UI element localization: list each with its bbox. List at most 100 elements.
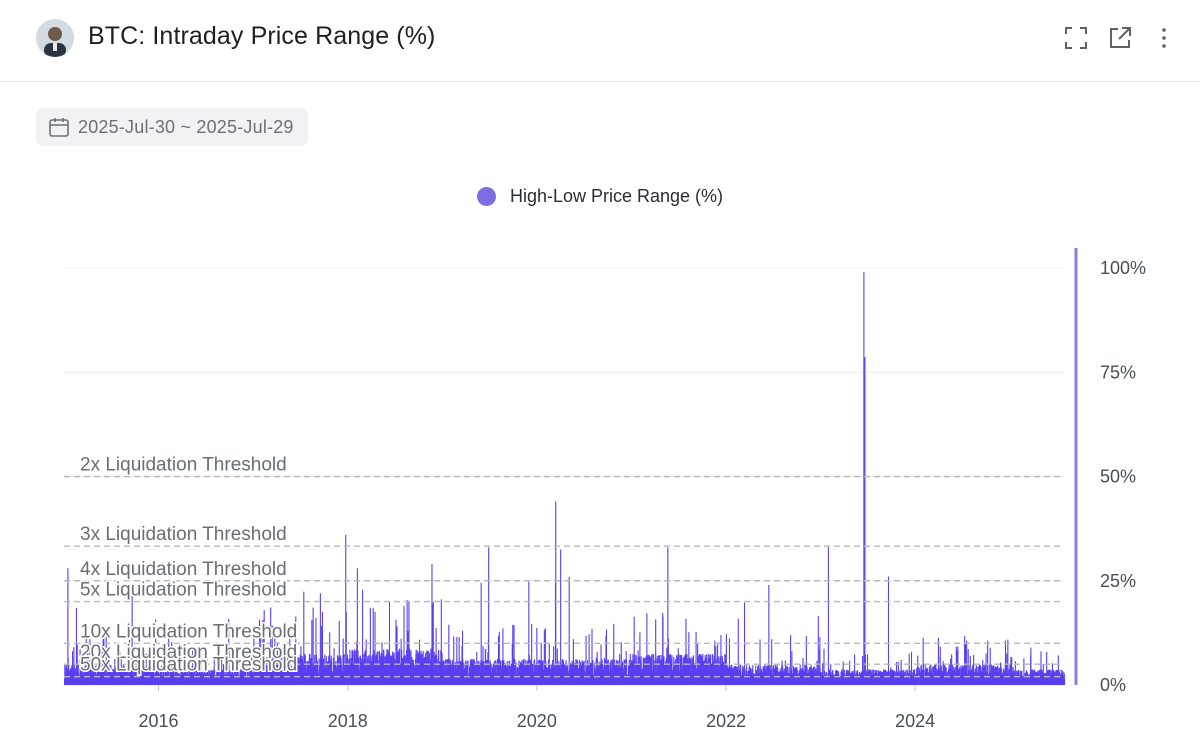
chart-bar[interactable]: [448, 624, 450, 685]
chart-bar[interactable]: [695, 631, 697, 685]
chart-bar[interactable]: [735, 666, 737, 685]
chart-bar[interactable]: [67, 568, 69, 685]
chart-bar[interactable]: [528, 581, 530, 685]
chart-bar[interactable]: [864, 356, 866, 685]
chart-bar[interactable]: [1040, 651, 1042, 685]
chart-bar[interactable]: [200, 652, 202, 685]
chart-bar[interactable]: [249, 670, 252, 685]
chart-bar[interactable]: [790, 635, 792, 685]
chart-bar[interactable]: [572, 663, 574, 685]
chart-bar[interactable]: [85, 638, 87, 685]
chart-bar[interactable]: [588, 634, 590, 685]
chart-bar[interactable]: [1054, 671, 1056, 685]
chart-bar[interactable]: [1025, 670, 1028, 685]
chart-bar[interactable]: [480, 582, 482, 685]
chart-bar[interactable]: [637, 650, 639, 685]
chart-bar[interactable]: [345, 612, 347, 685]
chart-bar[interactable]: [910, 651, 913, 685]
chart-bar[interactable]: [329, 632, 331, 685]
chart-bar[interactable]: [680, 655, 682, 685]
chart-bar[interactable]: [171, 641, 173, 685]
chart-bar[interactable]: [262, 620, 264, 685]
chart-bar[interactable]: [170, 659, 172, 685]
chart-bar[interactable]: [312, 607, 314, 685]
chart-bar[interactable]: [247, 670, 249, 685]
chart-bar[interactable]: [513, 625, 515, 685]
chart-bar[interactable]: [965, 645, 967, 685]
chart-bar[interactable]: [555, 501, 557, 685]
chart-bar[interactable]: [1023, 658, 1025, 685]
chart-bar[interactable]: [822, 663, 824, 685]
expand-icon[interactable]: [1062, 24, 1090, 52]
chart-bar[interactable]: [671, 655, 673, 685]
chart-bar[interactable]: [1064, 679, 1066, 685]
chart-bar[interactable]: [568, 577, 570, 685]
chart-bar[interactable]: [497, 635, 500, 685]
chart-bar[interactable]: [655, 619, 657, 685]
chart-bar[interactable]: [236, 655, 239, 685]
chart-bar[interactable]: [771, 639, 773, 685]
chart-bar[interactable]: [1046, 651, 1048, 685]
chart-bar[interactable]: [140, 664, 142, 685]
chart-bar[interactable]: [973, 654, 975, 685]
chart-bar[interactable]: [662, 616, 664, 685]
chart-bar[interactable]: [321, 625, 323, 685]
chart-bar[interactable]: [854, 654, 856, 685]
chart-bar[interactable]: [345, 534, 347, 685]
chart-bar[interactable]: [502, 628, 504, 685]
chart-bar[interactable]: [90, 665, 92, 685]
chart-bar[interactable]: [582, 661, 584, 685]
chart-bar[interactable]: [805, 636, 807, 685]
chart-bar[interactable]: [378, 651, 380, 685]
chart-bar[interactable]: [823, 648, 825, 685]
chart-bar[interactable]: [982, 659, 984, 685]
chart-bar[interactable]: [728, 638, 731, 685]
chart-bar[interactable]: [270, 607, 272, 685]
chart-bar[interactable]: [289, 638, 291, 685]
chart-bar[interactable]: [740, 666, 742, 685]
chart-bar[interactable]: [720, 635, 722, 685]
chart-bar[interactable]: [759, 639, 761, 685]
legend-label[interactable]: High-Low Price Range (%): [509, 186, 724, 206]
legend-marker[interactable]: [476, 187, 496, 206]
avatar[interactable]: [36, 19, 74, 57]
chart-bar[interactable]: [601, 659, 603, 685]
chart-bar[interactable]: [485, 649, 487, 685]
chart-bar[interactable]: [714, 640, 716, 685]
chart-bar[interactable]: [1004, 640, 1007, 685]
chart-bar[interactable]: [531, 623, 533, 685]
chart-bar[interactable]: [580, 662, 582, 685]
chart-bar[interactable]: [957, 646, 959, 685]
chart-bar[interactable]: [395, 619, 397, 685]
chart-bar[interactable]: [791, 651, 793, 685]
chart-bar[interactable]: [922, 637, 924, 685]
chart-bar[interactable]: [461, 630, 464, 685]
chart-bar[interactable]: [866, 654, 869, 685]
chart-bar[interactable]: [528, 654, 530, 685]
chart-bar[interactable]: [651, 654, 653, 685]
chart-bar[interactable]: [592, 660, 594, 685]
chart-bar[interactable]: [213, 656, 215, 685]
chart-bar[interactable]: [245, 647, 247, 685]
chart-bar[interactable]: [827, 546, 829, 685]
chart-bar[interactable]: [646, 613, 648, 685]
chart-bar[interactable]: [369, 607, 371, 685]
chart-bar[interactable]: [950, 658, 952, 685]
chart-bar[interactable]: [228, 648, 230, 685]
chart-bar[interactable]: [752, 665, 754, 685]
chart-bar[interactable]: [79, 646, 81, 685]
chart-bar[interactable]: [955, 646, 957, 685]
chart-bar[interactable]: [605, 629, 608, 685]
chart-bar[interactable]: [966, 640, 968, 685]
chart-bar[interactable]: [737, 618, 739, 685]
chart-bar[interactable]: [1006, 653, 1008, 685]
chart-bar[interactable]: [206, 651, 208, 685]
chart-bar[interactable]: [908, 653, 910, 685]
chart-bar[interactable]: [562, 661, 565, 685]
chart-bar[interactable]: [131, 593, 133, 685]
chart-bar[interactable]: [374, 611, 376, 685]
chart-bar[interactable]: [989, 647, 991, 685]
chart-bar[interactable]: [321, 611, 323, 685]
chart-bar[interactable]: [415, 649, 417, 685]
chart-bar[interactable]: [303, 591, 305, 685]
